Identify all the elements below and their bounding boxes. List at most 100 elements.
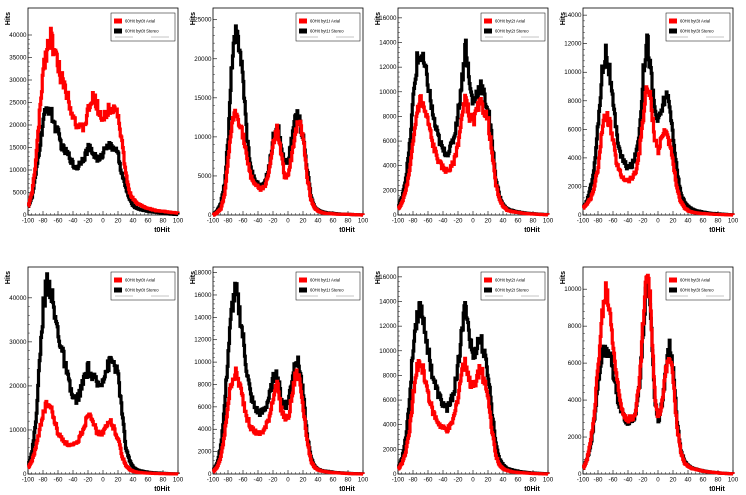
- legend-entry: 60Hit byt1t Axial: [310, 278, 340, 283]
- legend-box: [665, 271, 731, 301]
- x-tick-label: -60: [239, 218, 249, 225]
- y-tick-label: 12000: [194, 337, 212, 344]
- y-tick-label: 20000: [9, 122, 27, 129]
- legend-swatch: [669, 277, 677, 283]
- x-tick-label: -20: [269, 477, 279, 484]
- x-tick-label: 20: [670, 218, 677, 225]
- y-tick-label: 35000: [9, 55, 27, 62]
- legend-entry: 60Hit byt3t Axial: [680, 278, 710, 283]
- y-tick-label: 0: [578, 471, 582, 478]
- x-tick-label: 0: [101, 218, 105, 225]
- y-tick-label: 10000: [194, 359, 212, 366]
- x-axis-label: t0Hit: [339, 227, 355, 234]
- legend-swatch: [484, 277, 492, 283]
- x-tick-label: 40: [500, 218, 507, 225]
- legend-entry: 60Hit byt0t Stereo: [125, 288, 159, 293]
- y-tick-label: 20000: [9, 383, 27, 390]
- x-tick-label: -100: [577, 218, 590, 225]
- y-tick-label: 4000: [198, 426, 212, 433]
- y-tick-label: 2000: [383, 446, 397, 453]
- y-tick-label: 6000: [383, 138, 397, 145]
- legend-swatch: [299, 28, 307, 34]
- histogram-panel: 0 2000 4000 6000 8000 10000 -100 -80 -60 -40 -20 0 2…: [560, 266, 739, 493]
- y-tick-label: 12000: [379, 64, 397, 71]
- x-tick-label: -60: [239, 477, 249, 484]
- y-axis-label: Hits: [375, 271, 382, 284]
- y-tick-label: 8000: [568, 98, 582, 105]
- x-axis-label: t0Hit: [339, 486, 355, 493]
- x-tick-label: 20: [485, 218, 492, 225]
- y-tick-label: 10000: [379, 348, 397, 355]
- legend-entry: 60Hit byt2t Stereo: [495, 288, 529, 293]
- y-tick-label: 8000: [383, 372, 397, 379]
- legend-box: [665, 12, 731, 42]
- x-tick-label: 80: [715, 477, 722, 484]
- y-tick-label: 15000: [194, 95, 212, 102]
- x-axis-label: t0Hit: [524, 486, 540, 493]
- histogram-panel: 0 2000 4000 6000 8000 10000 12000 14000 16000 180…: [190, 266, 369, 493]
- y-tick-label: 4000: [568, 155, 582, 162]
- y-tick-label: 25000: [9, 100, 27, 107]
- x-tick-label: -80: [224, 477, 234, 484]
- x-tick-label: -20: [454, 218, 464, 225]
- y-tick-label: 4000: [383, 422, 397, 429]
- y-tick-label: 12000: [564, 41, 582, 48]
- x-tick-label: -80: [39, 477, 49, 484]
- x-tick-label: 20: [115, 477, 122, 484]
- x-tick-label: 60: [145, 218, 152, 225]
- x-tick-label: -40: [624, 218, 634, 225]
- series-line: [212, 108, 365, 217]
- y-tick-label: 25000: [194, 17, 212, 24]
- x-tick-label: 0: [656, 477, 660, 484]
- x-tick-label: -100: [22, 218, 35, 225]
- y-tick-label: 0: [208, 471, 212, 478]
- x-tick-label: 80: [160, 477, 167, 484]
- x-tick-label: 0: [656, 218, 660, 225]
- x-tick-label: -20: [639, 477, 649, 484]
- x-tick-label: 40: [500, 477, 507, 484]
- legend-entry: 60Hit byt3t Axial: [680, 19, 710, 24]
- x-tick-label: 0: [286, 218, 290, 225]
- x-tick-label: 20: [300, 477, 307, 484]
- x-axis-label: t0Hit: [154, 486, 170, 493]
- x-tick-label: -80: [594, 218, 604, 225]
- legend-entry: 60Hit byt3t Stereo: [680, 288, 714, 293]
- y-tick-label: 6000: [568, 360, 582, 367]
- y-axis-label: Hits: [375, 12, 382, 25]
- y-tick-label: 2000: [383, 187, 397, 194]
- x-tick-label: 40: [685, 218, 692, 225]
- legend-entry: 60Hit byt1t Axial: [310, 19, 340, 24]
- legend-swatch: [669, 18, 677, 24]
- series-line: [27, 106, 180, 217]
- legend-entry: 60Hit byt0t Axial: [125, 19, 155, 24]
- x-tick-label: -100: [22, 477, 35, 484]
- x-tick-label: -100: [392, 477, 405, 484]
- x-tick-label: -40: [69, 218, 79, 225]
- y-tick-label: 14000: [194, 314, 212, 321]
- legend-entry: 60Hit byt1t Stereo: [310, 288, 344, 293]
- histogram-panel: 0 5000 10000 15000 20000 25000 30000 35000 40000…: [5, 7, 184, 234]
- x-axis-label: t0Hit: [709, 227, 725, 234]
- x-tick-label: -60: [609, 477, 619, 484]
- x-tick-label: 80: [530, 477, 537, 484]
- x-tick-label: -60: [424, 218, 434, 225]
- legend-swatch: [114, 287, 122, 293]
- x-tick-label: -60: [609, 218, 619, 225]
- x-tick-label: 100: [543, 218, 554, 225]
- y-tick-label: 0: [393, 212, 397, 219]
- x-tick-label: 0: [286, 477, 290, 484]
- y-tick-label: 8000: [568, 323, 582, 330]
- legend-entry: 60Hit byt2t Axial: [495, 278, 525, 283]
- y-tick-label: 14000: [379, 40, 397, 47]
- x-tick-label: 100: [543, 477, 554, 484]
- x-tick-label: 80: [715, 218, 722, 225]
- series-line: [582, 85, 735, 217]
- x-tick-label: -80: [224, 218, 234, 225]
- x-tick-label: 100: [728, 218, 739, 225]
- legend-box: [295, 271, 361, 301]
- x-tick-label: 80: [345, 218, 352, 225]
- legend-entry: 60Hit byt1t Stereo: [310, 29, 344, 34]
- y-axis-label: Hits: [5, 271, 12, 284]
- y-tick-label: 4000: [568, 397, 582, 404]
- x-tick-label: -100: [392, 218, 405, 225]
